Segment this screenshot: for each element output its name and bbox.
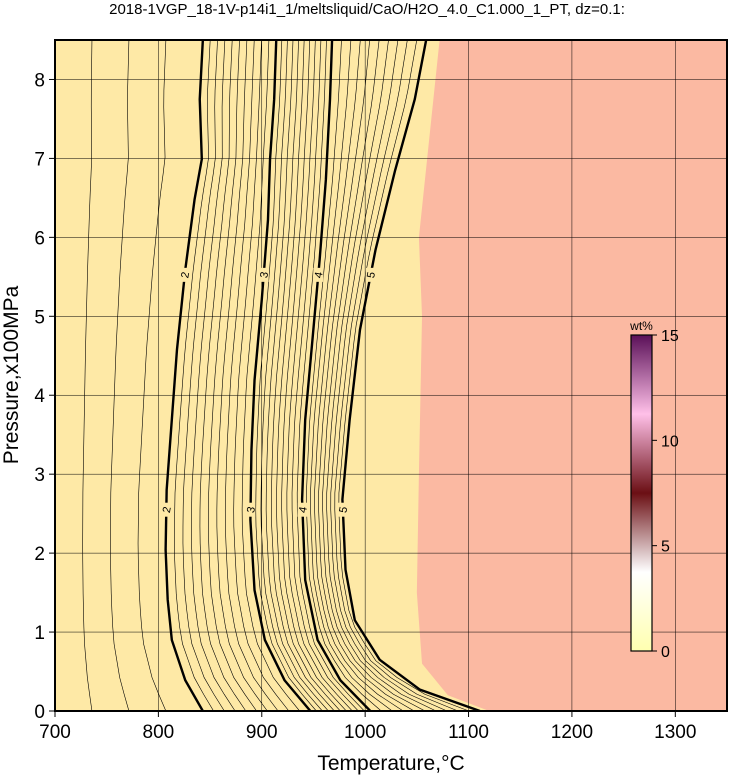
y-tick-label: 7 — [34, 149, 45, 170]
contour-label-bg — [365, 267, 376, 282]
colorbar-tick-label: 5 — [661, 539, 670, 556]
minor-contour — [314, 40, 404, 711]
contour-line — [300, 40, 372, 711]
contour-label-bg — [313, 267, 324, 282]
minor-contour — [224, 40, 279, 711]
contour-label: 2 — [179, 271, 192, 279]
y-tick-label: 3 — [34, 465, 45, 486]
y-tick-label: 1 — [34, 623, 45, 644]
minor-contour — [306, 40, 382, 711]
colorbar-label: wt% — [629, 319, 653, 333]
x-tick-label: 1000 — [344, 722, 386, 743]
minor-contour — [82, 40, 93, 711]
y-tick-label: 2 — [34, 544, 45, 565]
chart-title: 2018-1VGP_18-1V-p14i1_1/meltsliquid/CaO/… — [109, 1, 625, 18]
x-tick-label: 1100 — [448, 722, 489, 743]
contour-label: 3 — [245, 506, 258, 514]
x-tick-label: 800 — [143, 722, 175, 743]
plot-area: 2 2 3 3 4 4 5 5 — [55, 40, 727, 711]
colorbar — [630, 334, 653, 652]
minor-contour — [330, 40, 448, 711]
contour-line — [164, 40, 205, 711]
contour-label-bg — [297, 502, 308, 517]
x-tick-label: 1200 — [551, 722, 593, 743]
y-tick-label: 0 — [34, 702, 45, 723]
minor-contour — [338, 40, 470, 711]
contour-line — [341, 40, 481, 711]
y-tick-label: 5 — [34, 307, 45, 328]
minor-contour — [334, 40, 459, 711]
y-tick-label: 6 — [34, 228, 45, 249]
contour-label-bg — [337, 502, 348, 517]
contour-label-bg — [258, 267, 269, 282]
contour-label: 2 — [161, 506, 174, 514]
minor-contour — [310, 40, 393, 711]
low-region — [55, 40, 490, 711]
contour-label-bg — [245, 502, 256, 517]
minor-contour — [296, 40, 365, 711]
minor-contour — [291, 40, 359, 711]
contour-label-bg — [161, 502, 172, 517]
minor-contour — [182, 40, 225, 711]
minor-contour — [265, 40, 329, 711]
y-tick-label: 4 — [34, 386, 45, 407]
plot-frame — [54, 39, 728, 712]
minor-contour — [137, 40, 167, 711]
contour-label: 4 — [313, 271, 326, 279]
minor-contour — [318, 40, 415, 711]
minor-contour — [174, 40, 214, 711]
minor-contour — [322, 40, 426, 711]
minor-contour — [276, 40, 341, 711]
minor-contour — [110, 40, 130, 711]
minor-contour — [271, 40, 335, 711]
colorbar-tick-label: 0 — [661, 644, 670, 661]
contour-label-bg — [179, 267, 190, 282]
minor-contour — [216, 40, 268, 711]
colorbar-tick-label: 10 — [661, 433, 679, 450]
minor-contour — [199, 40, 247, 711]
minor-contour — [260, 40, 323, 711]
axes: 700 800 900 1000 1100 1200 1300 0 1 2 3 4 5 6 7 8 — [34, 39, 728, 743]
contour-label: 3 — [258, 271, 271, 279]
contour-label: 5 — [337, 506, 350, 514]
minor-contour — [241, 40, 300, 711]
contour-label: 4 — [297, 506, 310, 514]
minor-contour — [281, 40, 347, 711]
x-tick-label: 1300 — [654, 722, 696, 743]
x-tick-label: 700 — [39, 722, 71, 743]
colorbar-tick-label: 15 — [661, 328, 679, 345]
contour-line — [249, 40, 312, 711]
minor-contour — [208, 40, 257, 711]
minor-contour — [233, 40, 290, 711]
x-axis-label: Temperature,°C — [317, 752, 464, 775]
minor-contour — [286, 40, 353, 711]
x-tick-label: 900 — [246, 722, 278, 743]
y-tick-label: 8 — [34, 70, 45, 91]
minor-contour — [191, 40, 236, 711]
contour-label: 5 — [365, 271, 378, 279]
minor-contour — [326, 40, 437, 711]
y-axis-label: Pressure,x100MPa — [0, 285, 23, 464]
